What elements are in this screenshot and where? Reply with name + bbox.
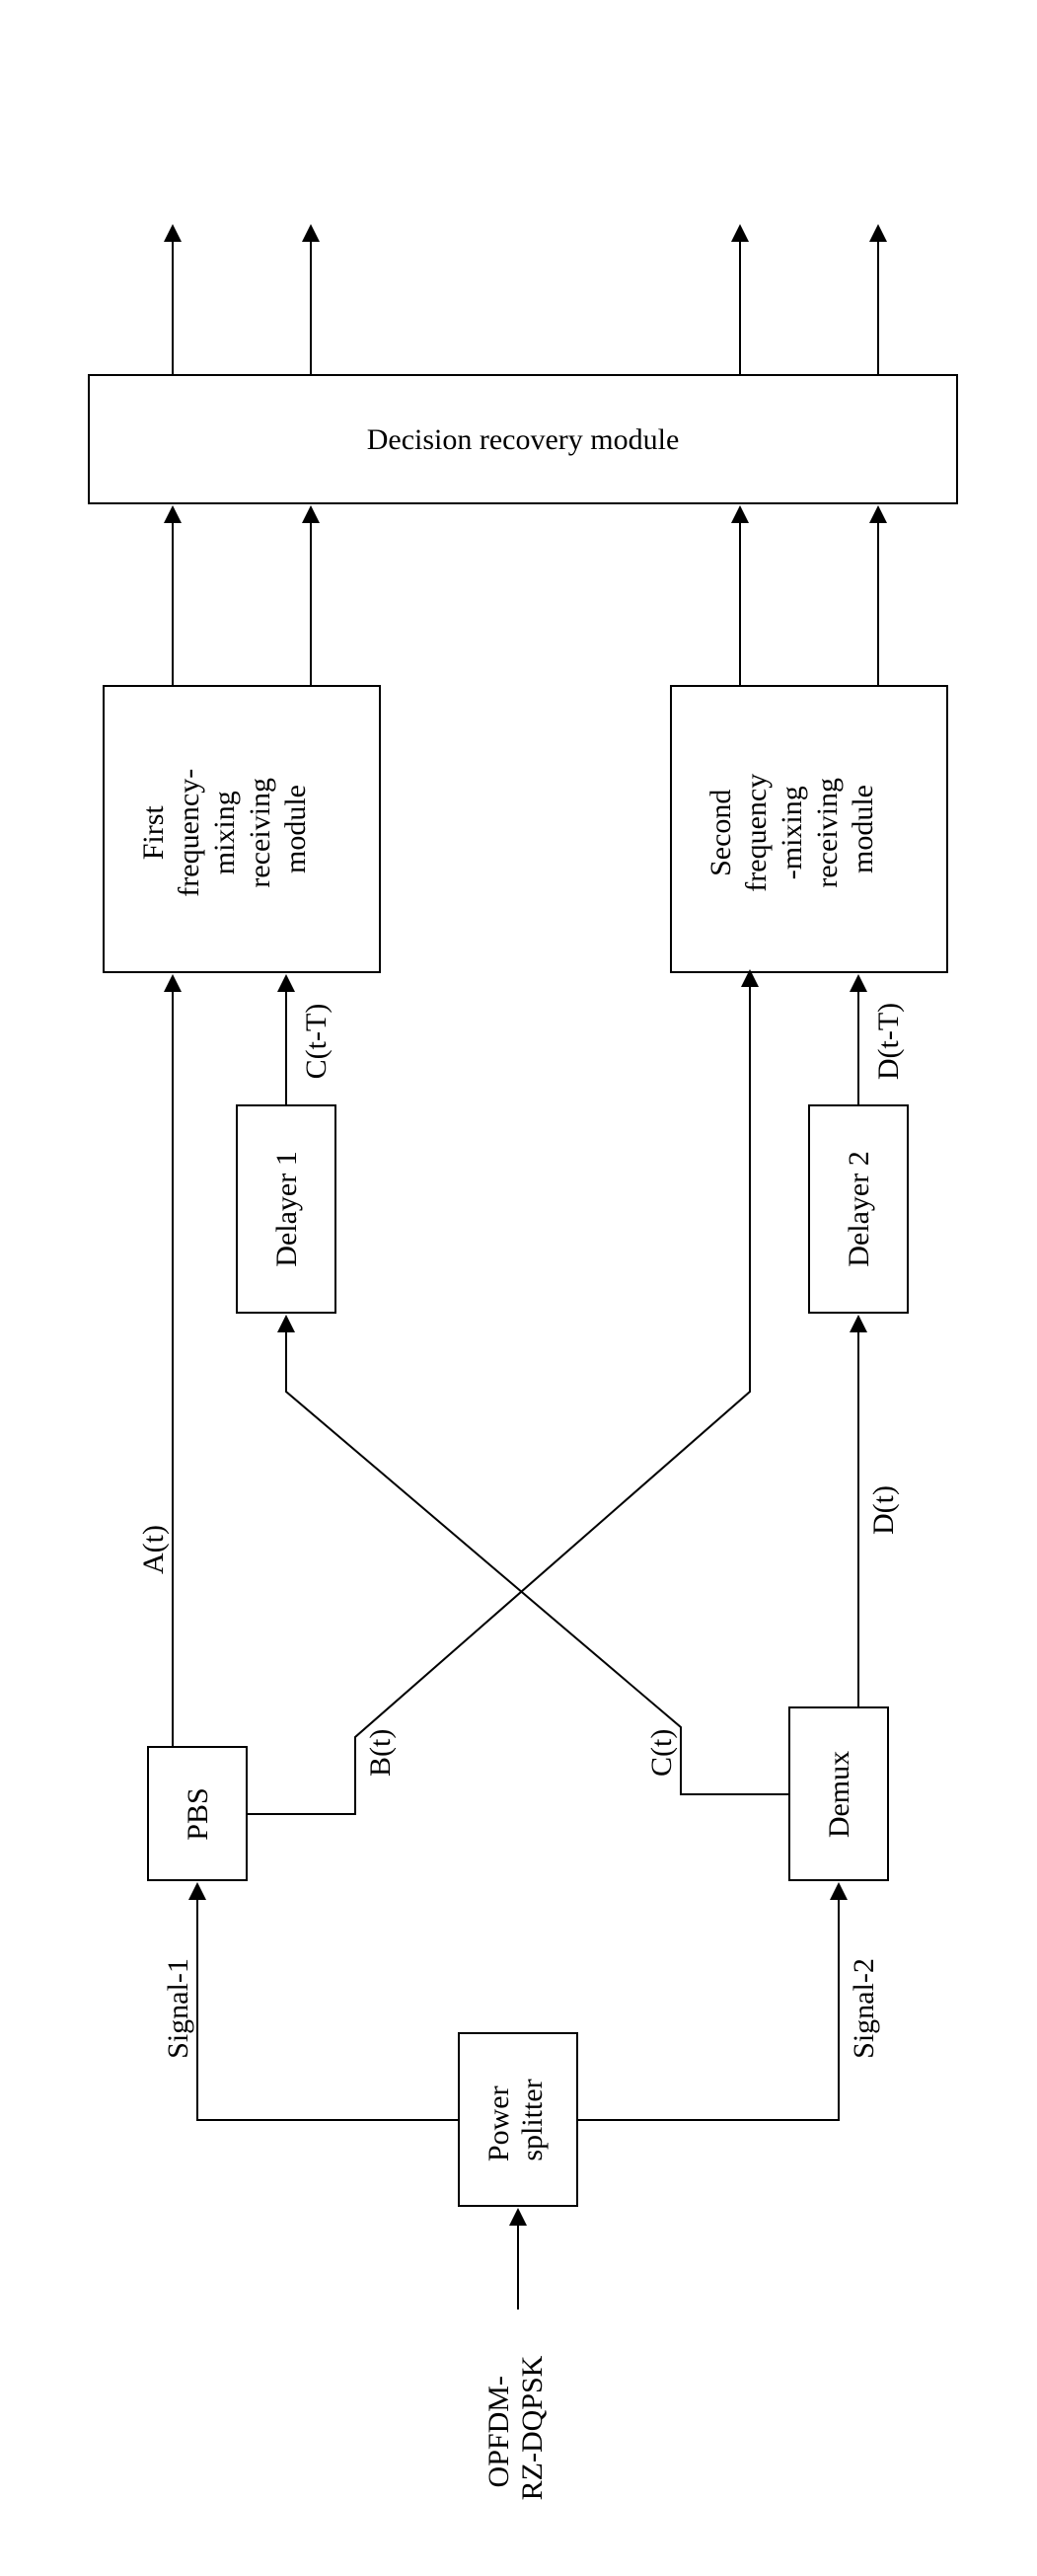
b-label: B(t) bbox=[364, 1729, 397, 1777]
signal1-label: Signal-1 bbox=[162, 1958, 194, 2059]
power-splitter-line2: splitter bbox=[516, 2079, 549, 2160]
signal2-label: Signal-2 bbox=[848, 1958, 880, 2059]
delayer2-label: Delayer 2 bbox=[843, 1151, 875, 1266]
mixer2-label: Second frequency -mixing receiving modul… bbox=[704, 766, 879, 891]
input-label-line2: RZ-DQPSK bbox=[516, 2355, 549, 2500]
a-label: A(t) bbox=[137, 1525, 170, 1574]
wire-splitter-to-demux bbox=[577, 1885, 839, 2120]
mixer1-line4: receiving bbox=[244, 778, 276, 888]
delayer1-label: Delayer 1 bbox=[270, 1151, 303, 1266]
input-label-line1: OPFDM- bbox=[482, 2376, 515, 2487]
wire-splitter-to-pbs bbox=[197, 1885, 459, 2120]
d-label: D(t) bbox=[867, 1485, 900, 1535]
pbs-label: PBS bbox=[182, 1787, 214, 1840]
mixer2-line1: Second bbox=[704, 790, 737, 876]
power-splitter-line1: Power bbox=[482, 2085, 515, 2161]
diagram-root: OPFDM- RZ-DQPSK Power splitter Signal-1 … bbox=[0, 0, 1037, 2576]
mixer2-line2: frequency bbox=[740, 774, 773, 892]
demux-label: Demux bbox=[823, 1751, 855, 1838]
dtT-label: D(t-T) bbox=[872, 1003, 905, 1080]
input-label: OPFDM- RZ-DQPSK bbox=[482, 2355, 549, 2500]
mixer2-line5: module bbox=[847, 785, 879, 873]
mixer1-line3: mixing bbox=[208, 791, 241, 874]
mixer2-line4: receiving bbox=[811, 778, 844, 888]
mixer1-line2: frequency- bbox=[173, 769, 205, 897]
ctT-label: C(t-T) bbox=[300, 1004, 333, 1080]
mixer1-line5: module bbox=[279, 785, 312, 873]
c-label: C(t) bbox=[645, 1729, 678, 1777]
mixer1-line1: First bbox=[137, 805, 170, 861]
power-splitter-label: Power splitter bbox=[482, 2079, 549, 2161]
wire-c bbox=[286, 1318, 789, 1794]
mixer2-line3: -mixing bbox=[776, 786, 808, 879]
decision-label: Decision recovery module bbox=[367, 423, 680, 456]
